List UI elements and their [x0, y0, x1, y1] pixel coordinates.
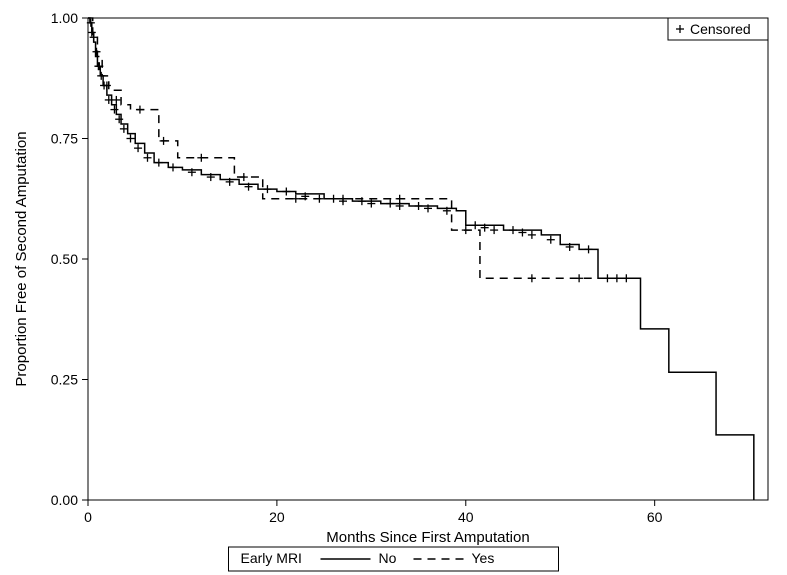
y-tick-label: 0.00 — [51, 492, 78, 508]
legend-label-no: No — [379, 550, 397, 566]
censored-legend-label: Censored — [690, 21, 751, 37]
plot-border — [88, 18, 768, 500]
legend-title: Early MRI — [241, 550, 302, 566]
survival-chart: 0.00 0.25 0.50 0.75 1.00 0 20 40 60 Months Since … — [0, 0, 787, 575]
x-axis-label: Months Since First Amputation — [326, 529, 529, 546]
y-axis-label: Proportion Free of Second Amputation — [13, 131, 30, 386]
x-tick-label: 60 — [647, 509, 663, 525]
chart-svg: 0.00 0.25 0.50 0.75 1.00 0 20 40 60 Months Since … — [0, 0, 787, 575]
y-tick-label: 0.50 — [51, 251, 78, 267]
x-tick-label: 0 — [84, 509, 92, 525]
legend-label-yes: Yes — [472, 550, 495, 566]
x-tick-label: 40 — [458, 509, 474, 525]
y-tick-label: 0.25 — [51, 372, 78, 388]
series-no-line — [88, 18, 754, 500]
x-tick-label: 20 — [269, 509, 285, 525]
y-tick-label: 1.00 — [51, 10, 78, 26]
y-tick-label: 0.75 — [51, 131, 78, 147]
series-yes-line — [88, 18, 607, 278]
